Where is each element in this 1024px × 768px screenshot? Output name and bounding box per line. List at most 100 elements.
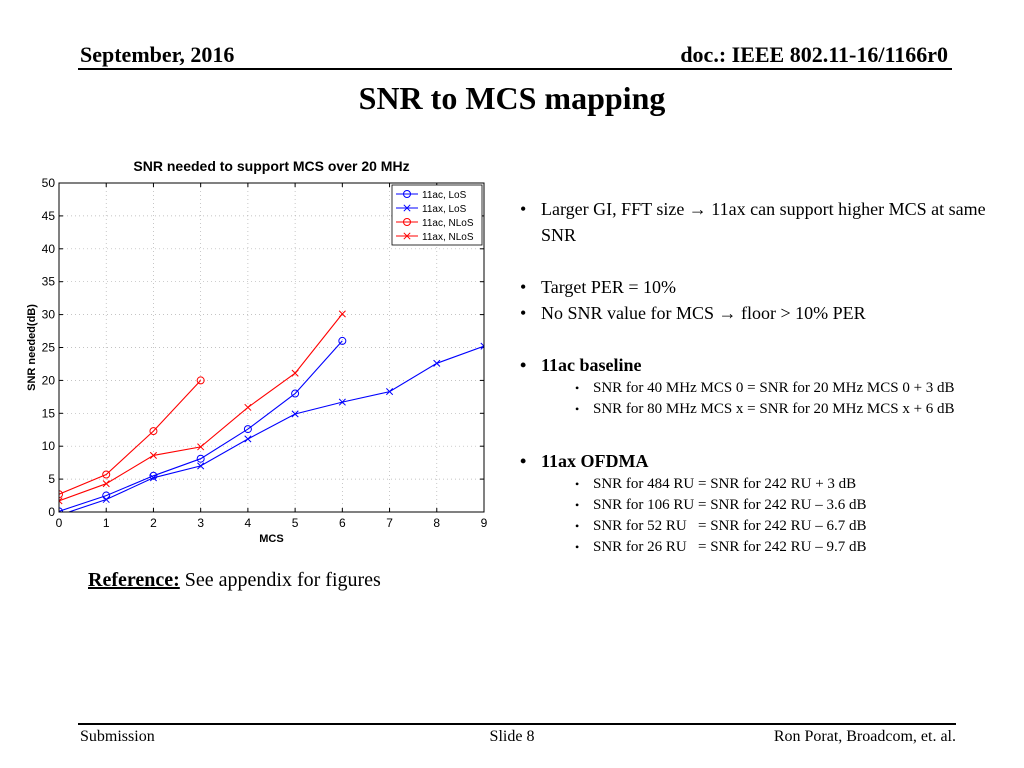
data-point (244, 435, 252, 443)
y-tick-label: 40 (42, 242, 56, 256)
axes-box (58, 182, 485, 513)
sub-bullet-text: SNR for 52 RU = SNR for 242 RU – 6.7 dB (593, 518, 867, 534)
y-tick-label: 10 (42, 439, 56, 453)
x-axis-label: MCS (259, 533, 283, 545)
legend-box (391, 184, 483, 246)
data-point (338, 310, 346, 318)
sub-bullet: • SNR for 484 RU = SNR for 242 RU + 3 dB (520, 474, 1020, 495)
footer-slide-number: Slide 8 (489, 728, 535, 745)
reference-text: See appendix for figures (179, 569, 381, 591)
bullet-text: 11ax OFDMA (541, 451, 649, 471)
data-point (196, 376, 205, 385)
data-point (102, 495, 110, 504)
bullet-list: • Larger GI, FFT size → 11ax can support … (520, 196, 1020, 558)
y-tick-label: 0 (48, 505, 55, 519)
x-tick-label: 8 (433, 516, 440, 530)
y-tick-label: 30 (42, 308, 56, 322)
legend-marker (403, 204, 411, 212)
data-point (197, 462, 205, 470)
bullet-dot: • (575, 498, 580, 512)
data-point (102, 480, 110, 488)
chart-legend: 11ac, LoS 11ax, LoS 11ac, NLoS 11ax, NLoS (391, 184, 483, 246)
bullet-dot: • (520, 303, 527, 323)
data-point (291, 410, 299, 418)
data-point (149, 427, 158, 436)
x-tick-label: 7 (386, 516, 393, 530)
slide-title: SNR to MCS mapping (358, 80, 666, 116)
data-point (480, 342, 484, 350)
legend-marker (403, 218, 411, 226)
x-tick-label: 1 (103, 516, 110, 530)
legend-label: 11ax, LoS (422, 204, 467, 215)
series-line (59, 380, 202, 495)
series-line (67, 345, 484, 512)
data-point (338, 398, 346, 406)
bullet-dot: • (520, 451, 527, 471)
data-point (244, 403, 252, 411)
x-tick-label: 4 (245, 516, 252, 530)
footer-divider (78, 723, 956, 725)
bullet-dot: • (575, 402, 580, 416)
y-axis-label: SNR needed(dB) (26, 304, 38, 391)
bullet-gi-fft: • Larger GI, FFT size → 11ax can support … (520, 196, 1020, 248)
footer-authors: Ron Porat, Broadcom, et. al. (773, 728, 956, 745)
series-11ac-nlos (59, 376, 205, 499)
sub-bullet-text: SNR for 80 MHz MCS x = SNR for 20 MHz MC… (593, 401, 955, 417)
series-11ax-nlos (59, 310, 346, 505)
y-tick-label: 5 (48, 472, 55, 486)
sub-bullet-text: SNR for 26 RU = SNR for 242 RU – 9.7 dB (593, 539, 867, 555)
data-point (102, 470, 111, 479)
sub-bullet-text: SNR for 106 RU = SNR for 242 RU – 3.6 dB (593, 497, 867, 513)
bullet-dot: • (520, 199, 527, 219)
bullet-target-per: • Target PER = 10% (520, 274, 1020, 300)
sub-bullet: • SNR for 80 MHz MCS x = SNR for 20 MHz M… (520, 399, 1020, 420)
sub-bullet: • SNR for 52 RU = SNR for 242 RU – 6.7 dB (520, 516, 1020, 537)
header-divider (78, 68, 952, 70)
bullet-text: 11ac baseline (541, 355, 642, 375)
bullet-text: No SNR value for MCS → floor > 10% PER (541, 303, 866, 323)
x-tick-label: 2 (150, 516, 157, 530)
y-tick-label: 35 (42, 275, 56, 289)
series-11ac-los (59, 336, 347, 512)
x-tick-label: 5 (292, 516, 299, 530)
data-point (149, 471, 158, 480)
data-point (291, 389, 300, 398)
legend-marker (403, 232, 411, 240)
bullet-dot: • (520, 277, 527, 297)
x-tick-label: 9 (481, 516, 488, 530)
reference-label: Reference: (88, 569, 180, 591)
bullet-dot: • (520, 355, 527, 375)
chart-title: SNR needed to support MCS over 20 MHz (133, 158, 409, 174)
sub-bullet: • SNR for 26 RU = SNR for 242 RU – 9.7 dB (520, 537, 1020, 558)
data-point (197, 443, 205, 451)
legend-label: 11ac, NLoS (422, 218, 474, 229)
y-tick-label: 15 (42, 406, 56, 420)
bullet-11ac-baseline: • 11ac baseline (520, 352, 1020, 378)
data-point (433, 359, 441, 367)
data-point (291, 369, 299, 377)
footer-submission: Submission (80, 728, 155, 745)
y-tick-label: 45 (42, 209, 56, 223)
snr-mcs-chart: SNR needed to support MCS over 20 MHz 0 1 2… (26, 158, 488, 545)
data-point (149, 474, 157, 482)
sub-bullet-text: SNR for 40 MHz MCS 0 = SNR for 20 MHz MC… (593, 380, 955, 396)
data-point (59, 490, 63, 499)
bullet-text: Larger GI, FFT size → 11ax can support h… (541, 199, 986, 245)
y-tick-label: 50 (42, 176, 56, 190)
data-point (243, 425, 252, 434)
y-tick-label: 25 (42, 341, 56, 355)
data-point (59, 507, 63, 512)
x-tick-label: 3 (197, 516, 204, 530)
bullet-dot: • (575, 540, 580, 554)
legend-label: 11ax, NLoS (422, 232, 474, 243)
bullet-dot: • (575, 519, 580, 533)
bullet-no-snr: • No SNR value for MCS → floor > 10% PER (520, 300, 1020, 326)
data-point (196, 454, 205, 463)
sub-bullet: • SNR for 106 RU = SNR for 242 RU – 3.6 d… (520, 495, 1020, 516)
data-point (386, 388, 394, 396)
data-point (149, 451, 157, 459)
series-line (59, 340, 343, 512)
legend-label: 11ac, LoS (422, 190, 467, 201)
sub-bullet-text: SNR for 484 RU = SNR for 242 RU + 3 dB (593, 476, 857, 492)
bullet-dot: • (575, 477, 580, 491)
